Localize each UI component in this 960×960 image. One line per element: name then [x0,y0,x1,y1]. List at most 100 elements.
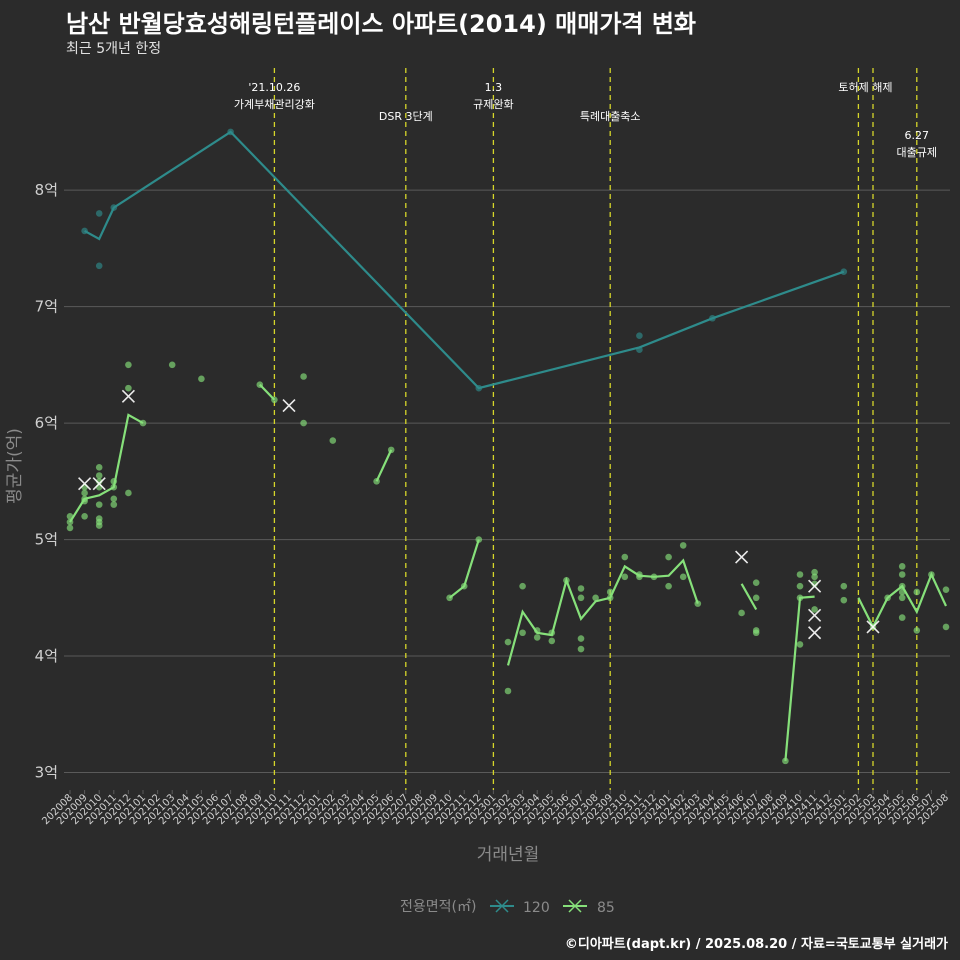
data-point-85 [110,495,118,503]
data-point-85 [95,464,103,471]
data-point-85 [271,396,278,404]
data-point-85 [796,582,804,590]
highlight-marker-85 [808,608,822,622]
chart-subtitle: 최근 5개년 한정 [66,41,162,57]
data-point-120 [475,384,483,392]
legend-item-120: 120 [490,899,550,916]
y-tick-label: 6억 [35,414,58,432]
highlight-marker-85 [808,626,822,640]
data-point-85 [81,512,88,520]
data-point-85 [913,627,921,634]
data-point-85 [782,757,789,765]
data-point-85 [752,594,760,602]
highlight-marker-85 [735,550,749,564]
data-point-85 [577,645,585,653]
data-point-85 [840,596,848,604]
data-point-85 [300,419,307,427]
source-caption: ©디아파트(dapt.kr) / 2025.08.20 / 자료=국토교통부 실… [564,937,948,952]
legend-label-120: 120 [523,900,550,916]
data-point-85 [577,635,585,642]
data-point-85 [300,373,307,380]
data-point-85 [387,446,395,454]
data-point-85 [636,573,643,581]
event-label: 6.27 [905,129,930,142]
event-label: 가계부채관리강화 [234,98,315,111]
data-point-85 [504,687,512,695]
series-line-85 [375,449,393,482]
data-point-85 [95,515,103,522]
data-point-120 [227,128,234,136]
data-point-85 [679,542,687,549]
data-point-85 [884,594,891,602]
data-point-85 [81,497,88,505]
y-axis-label: 평균가(억) [5,428,25,504]
data-point-120 [95,262,103,270]
highlight-marker-85 [92,477,106,491]
event-label: 대출규제 [897,146,937,159]
series-line-85 [784,595,815,761]
data-point-85 [95,522,103,529]
data-point-85 [621,573,629,581]
event-label: '21.10.26 [248,81,300,94]
y-tick-label: 4억 [35,647,58,665]
data-point-85 [796,594,804,602]
data-point-85 [125,489,132,497]
series-line-85 [740,583,758,611]
data-point-85 [665,582,672,590]
data-point-85 [898,571,906,578]
series-line-85 [506,558,699,666]
data-point-85 [913,588,921,596]
y-tick-label: 8억 [35,181,58,199]
data-point-85 [796,571,804,578]
data-point-85 [796,641,804,648]
data-point-120 [840,268,848,275]
data-point-120 [636,332,643,340]
data-point-85 [125,361,132,369]
data-point-120 [110,204,118,211]
event-label: 특례대출축소 [580,110,641,123]
data-point-120 [709,314,716,322]
series-120 [81,128,848,392]
data-point-85 [577,594,585,602]
data-point-85 [446,594,453,602]
data-point-85 [125,384,132,392]
series-line-85 [69,413,144,523]
legend-title: 전용면적(㎡) [400,899,476,915]
data-point-85 [139,419,147,427]
data-point-85 [898,614,906,621]
data-point-85 [738,609,745,617]
legend-label-85: 85 [597,900,615,916]
data-point-85 [898,588,906,596]
data-point-85 [752,629,760,637]
data-point-85 [66,518,74,526]
data-point-85 [110,483,118,491]
data-point-85 [592,594,599,602]
data-point-120 [636,346,643,354]
data-point-120 [81,227,88,235]
data-point-85 [563,577,570,584]
data-point-85 [66,524,74,532]
data-point-85 [548,629,556,637]
data-point-85 [548,637,556,645]
series-line-85 [259,383,276,401]
data-point-85 [694,600,702,607]
data-point-120 [95,210,103,217]
event-label: 토허제 해제 [838,80,892,94]
data-point-85 [533,634,541,641]
data-point-85 [679,573,687,581]
data-point-85 [928,571,935,578]
highlight-marker-85 [121,389,135,403]
legend-item-85: 85 [563,899,615,916]
data-point-85 [606,588,614,596]
data-point-85 [811,568,818,576]
y-tick-label: 7억 [35,298,58,316]
event-label: 규제완화 [473,98,513,111]
data-point-85 [95,501,103,508]
data-point-85 [752,579,760,586]
x-axis-label: 거래년월 [477,845,540,865]
chart-title: 남산 반월당효성해링턴플레이스 아파트(2014) 매매가격 변화 [66,10,696,38]
highlight-marker-85 [282,399,296,413]
highlight-marker-85 [808,579,822,593]
